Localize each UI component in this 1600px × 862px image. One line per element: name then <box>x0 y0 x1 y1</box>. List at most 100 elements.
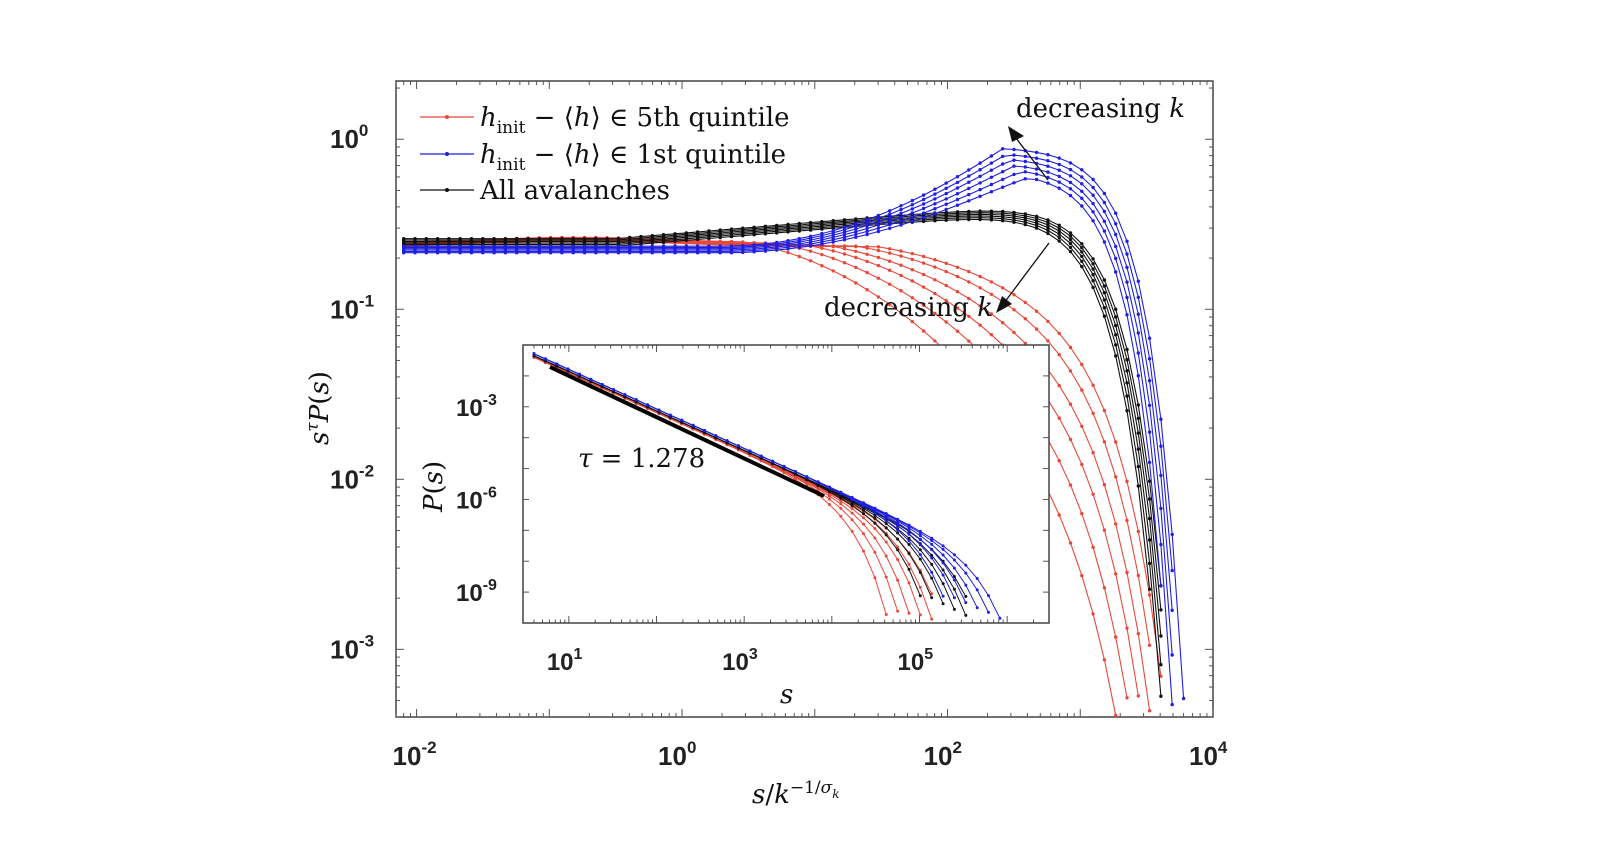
inset-black-curve-2-point <box>896 537 900 541</box>
blue-curve-6-point <box>978 161 982 165</box>
blue-curve-6-point <box>763 242 768 246</box>
red-curve-5-point <box>888 251 892 255</box>
blue-curve-6-point <box>695 244 700 248</box>
blue-curve-2-point <box>1159 542 1163 547</box>
red-curve-4-point <box>967 296 971 301</box>
inset-blue-curve-6-point <box>793 470 797 473</box>
blue-curve-3-point <box>1159 506 1163 511</box>
black-curve-3-point <box>1080 254 1084 259</box>
blue-curve-1-point <box>944 207 948 212</box>
red-curve-2-point <box>1114 635 1118 639</box>
blue-curve-1-point <box>1159 584 1163 588</box>
inset-black-curve-6-point <box>964 595 968 598</box>
black-curve-6-point <box>808 220 813 225</box>
inset-blue-curve-6-point <box>998 616 1002 620</box>
inset-blue-curve-6-point <box>884 512 888 515</box>
red-curve-6-point <box>831 244 835 249</box>
red-curve-5-point <box>1046 339 1050 343</box>
red-curve-6-point <box>978 274 982 279</box>
inset-red-curve-3-point <box>907 611 911 615</box>
blue-curve-6-point <box>616 244 621 248</box>
red-curve-1-point <box>842 275 847 279</box>
red-curve-3-point <box>944 298 948 303</box>
black-curve-6-point <box>537 237 541 241</box>
inset-ticks: 101 103 105 10-9 10-6 10-3 <box>456 344 1050 676</box>
blue-curve-3-point <box>1023 165 1027 169</box>
blue-curve-6-point <box>797 236 801 241</box>
blue-curve-4-point <box>865 223 869 228</box>
blue-curve-1-point <box>955 203 960 207</box>
inset-black-curve-2-point <box>930 596 934 600</box>
black-curve-3-point <box>1159 663 1163 667</box>
red-curve-4-point <box>1012 330 1016 335</box>
blue-curve-1-point <box>865 232 869 237</box>
blue-curve-1-point <box>1091 219 1095 223</box>
black-curve-1-point <box>1034 226 1039 230</box>
inset-blue-curve-4-point <box>918 534 922 538</box>
red-curve-5-point <box>1012 308 1016 312</box>
blue-curve-4-point <box>1091 193 1095 197</box>
blue-curve-6-point <box>1125 239 1129 243</box>
blue-curve-5-point <box>842 228 847 232</box>
blue-curve-3-point <box>1012 164 1016 168</box>
blue-curve-3-point <box>1080 189 1084 193</box>
blue-curve-5-point <box>1091 185 1095 190</box>
black-curve-3-point <box>1147 538 1152 542</box>
inset-black-curve-3-point <box>918 557 922 561</box>
blue-curve-4-point <box>944 191 948 196</box>
blue-curve-2-point <box>1001 177 1005 182</box>
inset-black-curve-1-point <box>907 567 911 571</box>
blue-curve-6-point <box>469 244 474 248</box>
blue-curve-6-point <box>424 244 428 248</box>
svg-text:hinit − ⟨h⟩ ∈ 1st quintile: hinit − ⟨h⟩ ∈ 1st quintile <box>480 140 786 175</box>
black-curve-6-point <box>413 237 417 241</box>
blue-curve-3-point <box>978 181 982 185</box>
blue-curve-3-point <box>1102 219 1107 223</box>
inset-y-tick-label: 10-3 <box>456 392 497 422</box>
inset-blue-curve-6-point <box>964 563 968 567</box>
blue-curve-3-point <box>888 219 892 223</box>
red-curve-1-point <box>933 339 937 343</box>
blue-curve-6-point <box>639 244 643 248</box>
red-curve-3-point <box>865 259 869 264</box>
red-curve-5-point <box>1057 353 1061 357</box>
blue-curve-3-point <box>967 186 971 191</box>
blue-curve-6-point <box>1046 153 1050 157</box>
x-tick-label: 100 <box>658 738 696 771</box>
blue-curve-3-point <box>1057 174 1061 179</box>
black-curve-6-point <box>1091 257 1095 261</box>
black-curve-4-point <box>1147 516 1152 521</box>
black-curve-4-point <box>1068 238 1073 242</box>
blue-curve-4-point <box>1012 158 1016 162</box>
blue-curve-5-point <box>1170 568 1174 573</box>
blue-curve-1-point <box>1001 185 1005 189</box>
blue-curve-2-point <box>967 192 971 197</box>
blue-curve-1-point <box>1136 374 1141 378</box>
red-curve-5-point <box>978 286 982 290</box>
red-curve-3-point <box>921 285 926 289</box>
blue-curve-6-point <box>1034 150 1039 155</box>
main-curves <box>402 147 1186 718</box>
blue-curve-5-point <box>989 161 994 165</box>
black-curve-5-point <box>1102 284 1107 288</box>
black-curve-2-point <box>1159 694 1163 698</box>
red-curve-4-point <box>1023 341 1027 346</box>
red-curve-4-point <box>899 263 903 267</box>
black-curve-2-point <box>1102 306 1107 310</box>
blue-curve-4-point <box>1125 265 1129 270</box>
red-curve-1-point <box>910 319 914 324</box>
inset-blue-curve-1-point <box>907 539 911 543</box>
black-curve-6-point <box>955 210 960 214</box>
blue-curve-4-point <box>1080 182 1084 186</box>
blue-curve-4-point <box>933 197 937 201</box>
blue-curve-3-point <box>910 211 914 215</box>
blue-curve-6-point <box>831 228 835 233</box>
inset-blue-curve-6-point <box>896 517 900 521</box>
black-curve-6-point <box>402 237 406 241</box>
blue-curve-1-point <box>921 215 926 220</box>
blue-curve-5-point <box>933 192 937 196</box>
inset-blue-curve-3-point <box>907 528 911 532</box>
blue-curve-6-point <box>775 240 779 245</box>
black-curve-1-point <box>1080 264 1084 269</box>
